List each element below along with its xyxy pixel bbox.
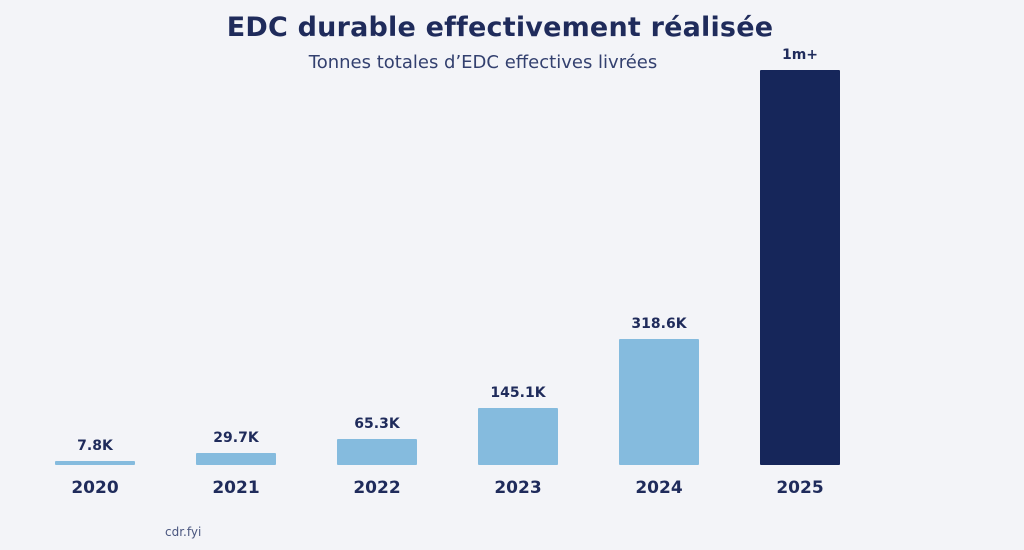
bar-value-label: 65.3K — [354, 416, 400, 432]
bar-value-label: 1m+ — [781, 47, 819, 63]
bar-value-label: 29.7K — [213, 430, 259, 446]
bar-group: 65.3K 2022 — [337, 70, 417, 498]
bar — [196, 453, 276, 465]
x-axis-label: 2023 — [494, 478, 542, 498]
x-axis-label: 2022 — [353, 478, 401, 498]
x-axis-label: 2020 — [71, 478, 119, 498]
bar-value-label: 318.6K — [631, 316, 687, 332]
chart-title: EDC durable effectivement réalisée — [226, 12, 774, 43]
bar-value-label: 145.1K — [490, 385, 546, 401]
bar-group: 29.7K 2021 — [196, 70, 276, 498]
chart-subtitle: Tonnes totales d’EDC effectives livrées — [308, 52, 658, 73]
bar-value-label: 7.8K — [77, 438, 113, 454]
x-axis-label: 2024 — [635, 478, 683, 498]
source-label: cdr.fyi — [165, 525, 202, 539]
bar — [619, 339, 699, 465]
bar — [337, 439, 417, 465]
plot-area: 7.8K 2020 29.7K 2021 65.3K 2022 145.1K 2… — [55, 47, 840, 498]
bar — [478, 408, 558, 465]
x-axis-label: 2021 — [212, 478, 260, 498]
bar — [55, 461, 135, 465]
bar-group: 7.8K 2020 — [55, 70, 135, 498]
bar-group: 318.6K 2024 — [619, 70, 699, 498]
x-axis-label: 2025 — [776, 478, 824, 498]
bar — [760, 70, 840, 465]
bar-group: 145.1K 2023 — [478, 70, 558, 498]
bar-group: 1m+ 2025 — [760, 47, 840, 498]
